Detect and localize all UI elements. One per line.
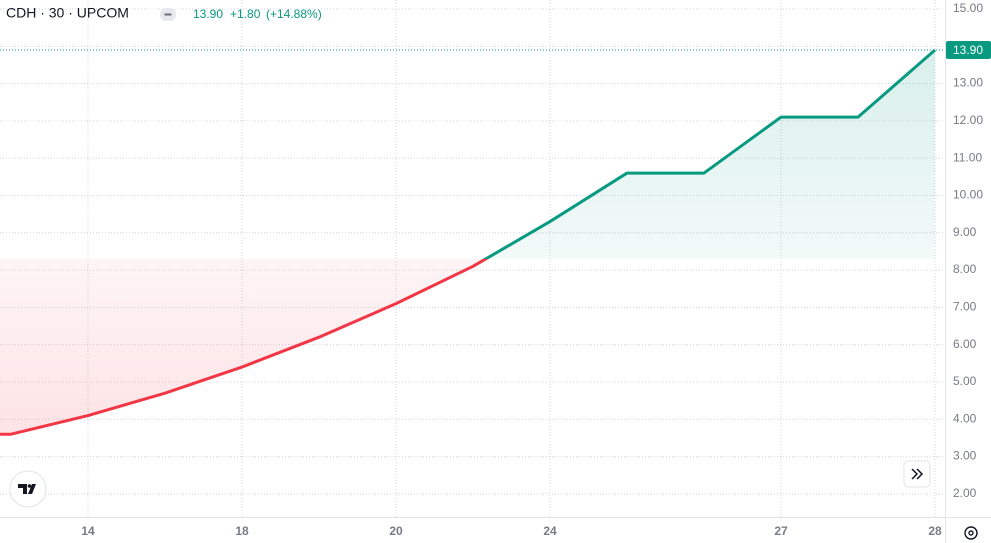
header-change: +1.80 bbox=[230, 7, 261, 21]
x-tick-label: 14 bbox=[81, 524, 95, 538]
y-tick-label: 2.00 bbox=[953, 486, 977, 500]
logo[interactable] bbox=[9, 470, 47, 508]
settings-button[interactable] bbox=[964, 526, 978, 540]
y-tick-label: 15.00 bbox=[953, 1, 983, 15]
x-tick-label: 24 bbox=[543, 524, 557, 538]
y-tick-label: 11.00 bbox=[953, 150, 982, 164]
area bbox=[0, 49, 935, 435]
x-tick-label: 27 bbox=[774, 524, 788, 538]
symbol-title: CDH · 30 · UPCOM bbox=[6, 5, 129, 21]
scroll-to-realtime-button[interactable] bbox=[903, 460, 931, 488]
y-tick-label: 13.00 bbox=[953, 76, 983, 90]
line bbox=[0, 48, 936, 436]
x-tick-label: 28 bbox=[928, 524, 942, 538]
y-tick-label: 6.00 bbox=[953, 337, 977, 351]
x-tick-label: 20 bbox=[389, 524, 403, 538]
header-price: 13.90 bbox=[193, 7, 223, 21]
y-tick-label: 5.00 bbox=[953, 374, 977, 388]
y-tick-label: 4.00 bbox=[953, 411, 977, 425]
y-tick-label: 10.00 bbox=[953, 188, 983, 202]
x-tick-label: 18 bbox=[235, 524, 249, 538]
last-price-label: 13.90 bbox=[953, 43, 983, 57]
y-tick-label: 9.00 bbox=[953, 225, 977, 239]
last-price-tag bbox=[946, 40, 991, 59]
y-tick-label: 3.00 bbox=[953, 449, 977, 463]
y-tick-label: 8.00 bbox=[953, 262, 977, 276]
header-change-percent: (+14.88%) bbox=[266, 7, 322, 21]
y-tick-label: 12.00 bbox=[953, 113, 983, 127]
y-tick-label: 7.00 bbox=[953, 300, 977, 314]
